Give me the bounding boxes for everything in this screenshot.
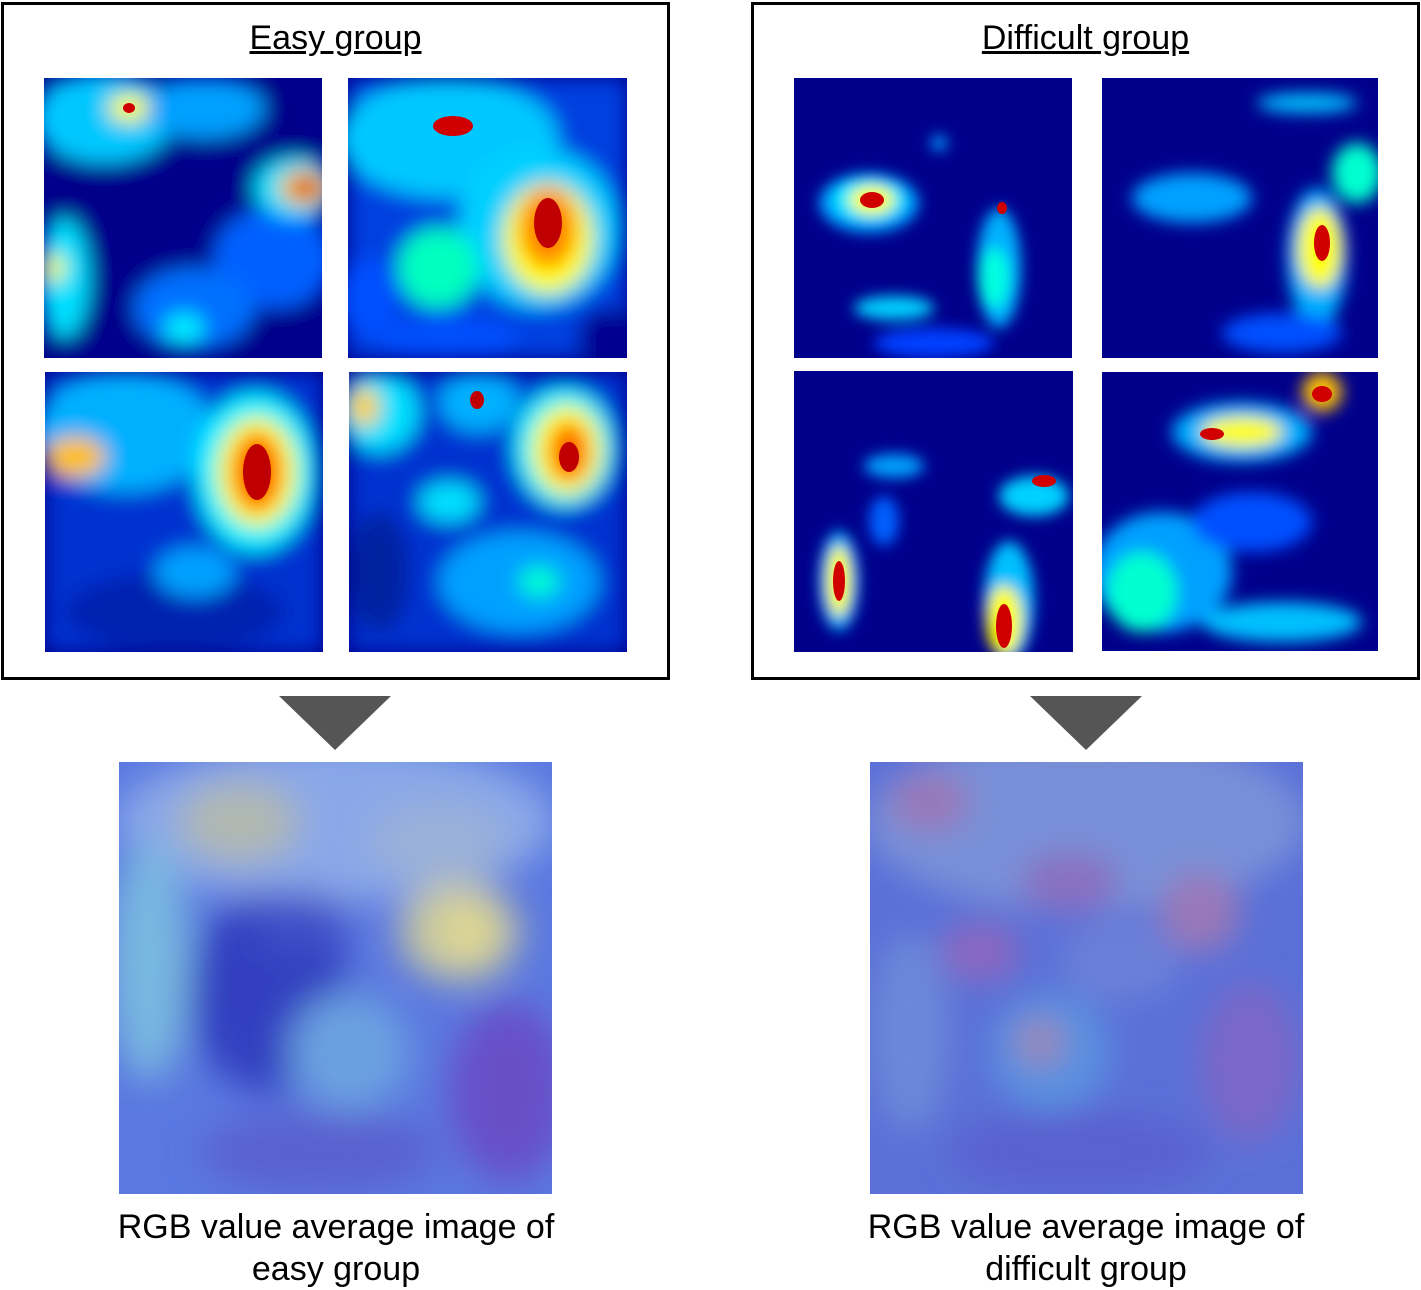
difficult-heatmap-4: [1102, 372, 1378, 651]
easy-group-title: Easy group: [249, 19, 422, 57]
easy-average-image: [119, 762, 552, 1194]
difficult-caption-line1: RGB value average image of: [867, 1208, 1305, 1246]
easy-caption: RGB value average image of easy group: [36, 1206, 636, 1290]
down-arrow-easy-icon: [279, 696, 391, 750]
easy-heatmap-2: [348, 78, 627, 358]
easy-heatmap-3: [45, 372, 323, 652]
difficult-heatmap-2: [1102, 78, 1378, 358]
easy-caption-line1: RGB value average image of: [117, 1208, 555, 1246]
down-arrow-difficult-icon: [1030, 696, 1142, 750]
easy-heatmap-4: [349, 372, 627, 652]
easy-heatmap-1: [44, 78, 322, 358]
difficult-average-image: [870, 762, 1303, 1194]
difficult-group-title: Difficult group: [981, 19, 1190, 57]
easy-caption-line2: easy group: [251, 1250, 421, 1288]
difficult-caption-line2: difficult group: [985, 1250, 1187, 1288]
difficult-heatmap-3: [794, 371, 1073, 652]
difficult-heatmap-1: [794, 78, 1072, 358]
difficult-caption: RGB value average image of difficult gro…: [786, 1206, 1386, 1290]
